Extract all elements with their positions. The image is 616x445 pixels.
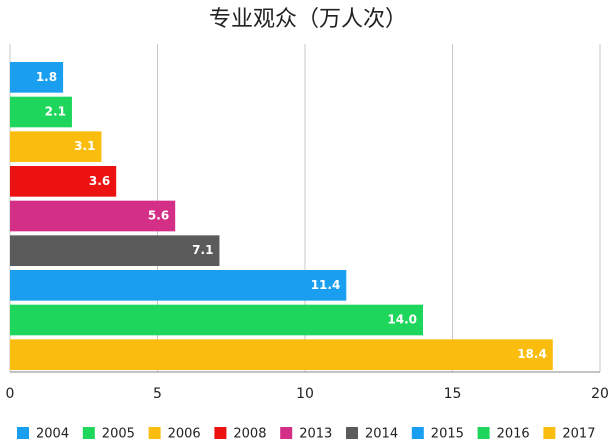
- value-label: 14.0: [387, 313, 417, 327]
- bar: [10, 131, 102, 162]
- value-label: 7.1: [192, 243, 213, 257]
- bar: [10, 200, 176, 232]
- bar: [10, 304, 423, 336]
- bar: [10, 62, 64, 93]
- x-tick-label: 15: [444, 386, 462, 402]
- legend-swatch: [148, 427, 161, 439]
- legend-label: 2008: [233, 427, 266, 442]
- bar: [10, 166, 117, 197]
- bar: [10, 270, 347, 301]
- legend-swatch: [411, 427, 424, 439]
- legend-swatch: [17, 427, 29, 439]
- legend-label: 2016: [497, 427, 530, 442]
- legend-swatch: [82, 427, 95, 439]
- legend-swatch: [543, 427, 556, 439]
- legend-label: 2004: [36, 427, 69, 442]
- legend-swatch: [214, 427, 227, 439]
- legend-label: 2014: [365, 427, 398, 442]
- legend-label: 2015: [431, 427, 464, 442]
- legend-label: 2013: [299, 427, 332, 442]
- value-label: 2.1: [45, 105, 66, 119]
- value-label: 18.4: [517, 347, 547, 361]
- chart-title: 专业观众（万人次）: [209, 7, 407, 32]
- x-tick-label: 20: [591, 386, 609, 402]
- value-label: 3.1: [74, 139, 95, 153]
- bar: [10, 339, 553, 370]
- x-tick-label: 0: [6, 386, 15, 402]
- bar: [10, 235, 220, 266]
- legend-swatch: [477, 427, 490, 439]
- legend-label: 2006: [168, 427, 201, 442]
- value-label: 5.6: [148, 209, 169, 223]
- legend-label: 2017: [562, 427, 595, 442]
- legend-label: 2005: [102, 427, 135, 442]
- x-tick-label: 5: [153, 386, 162, 402]
- x-tick-label: 10: [296, 386, 314, 402]
- legend-swatch: [280, 427, 293, 439]
- value-label: 11.4: [311, 278, 341, 292]
- legend-swatch: [346, 427, 358, 439]
- value-label: 1.8: [36, 70, 57, 84]
- value-label: 3.6: [89, 174, 110, 188]
- bar: [10, 96, 72, 128]
